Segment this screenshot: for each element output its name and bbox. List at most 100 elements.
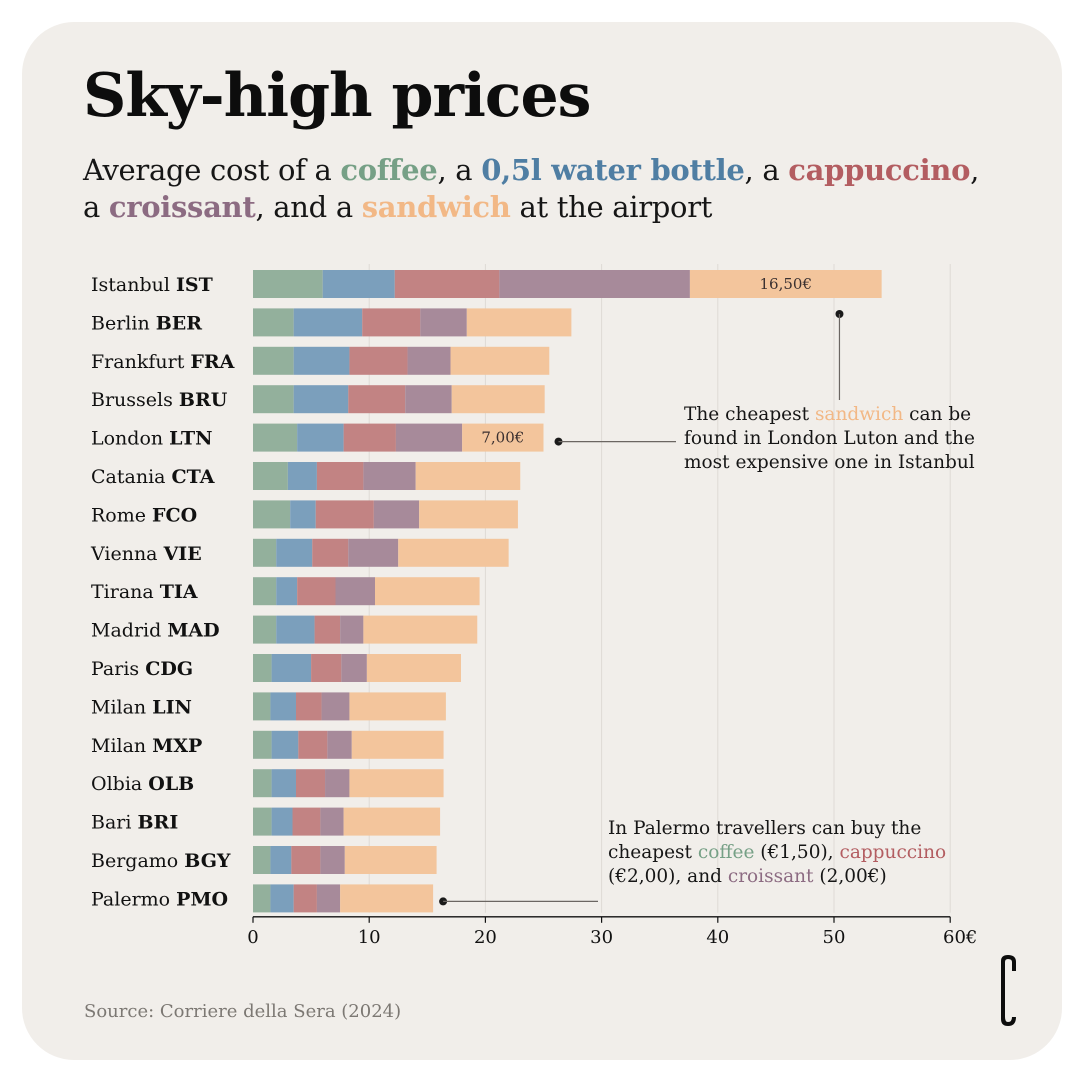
bar-segment-coffee [253,615,277,644]
x-tick-label: 20 [474,927,497,948]
bar-segment-water [293,308,363,337]
bar-segment-water [276,615,315,644]
bar-segment-sandwich [689,270,882,298]
row-label-code: PMO [176,888,228,910]
bar-segment-croissant [407,346,451,375]
row-label-code: MAD [167,620,219,642]
bar-segment-croissant [320,807,344,836]
bar-segment-croissant [420,308,467,337]
bar-segment-sandwich [462,423,544,452]
bar-segment-water [276,538,313,567]
row-label: Vienna VIE [90,543,202,565]
bar-segment-coffee [253,308,294,337]
bar-segment-sandwich [450,346,550,375]
row-label-city: Bari [91,812,138,834]
bar-segment-water [297,423,344,452]
legend-cappuccino: cappuccino [788,153,971,187]
bar-segment-croissant [373,500,420,529]
legend-water: 0,5l water bottle [481,153,745,187]
bar-segment-water [271,769,296,798]
bar-segment-croissant [341,654,367,682]
bar-segment-water [293,385,349,414]
note-text: In Palermo travellers can buy the cheape… [608,818,922,863]
bar-segment-cappuccino [311,654,342,682]
row-label-city: Berlin [91,312,156,334]
bar-segment-sandwich [466,308,572,337]
bar-segment-coffee [253,692,271,721]
bar-segment-sandwich [451,385,545,414]
row-label: Olbia OLB [91,773,194,795]
bar-segment-coffee [253,577,277,606]
data-labels: 16,50€ 7,00€ [481,275,812,447]
bar-segment-croissant [327,730,352,759]
bar-segment-coffee [253,270,323,298]
bar-segment-water [271,807,293,836]
row-label: Istanbul IST [91,274,213,296]
data-label: 7,00€ [481,429,524,447]
row-labels: Istanbul IST Berlin BER Frankfurt FRA Bruss… [90,274,235,910]
row-label: Berlin BER [91,312,202,334]
legend-coffee: coffee [340,153,438,187]
bar-segment-coffee [253,807,272,836]
row-label: Bari BRI [91,812,178,834]
bar-segment-cappuccino [295,769,326,798]
row-label-city: Vienna [90,543,164,565]
bar-segment-cappuccino [312,538,349,567]
row-label-city: Istanbul [91,274,176,296]
row-label-city: Frankfurt [91,351,190,373]
row-label-city: London [91,428,169,450]
row-label-city: Olbia [91,773,148,795]
row-label: Madrid MAD [91,620,220,642]
bar-segment-sandwich [375,577,480,606]
bar-segment-water [322,270,395,298]
annotation-palermo: In Palermo travellers can buy the cheape… [608,817,948,889]
page-title: Sky-high prices [83,61,591,131]
row-label-code: CDG [145,658,193,680]
note-text: The cheapest [684,404,815,425]
bar-segment-sandwich [340,884,434,913]
row-label: Paris CDG [91,658,193,680]
row-label-code: BER [156,312,203,334]
bar-segment-coffee [253,769,272,798]
note-highlight-cappuccino: cappuccino [839,842,947,863]
legend-croissant: croissant [108,190,256,224]
row-label-code: FRA [190,351,234,373]
source-note: Source: Corriere della Sera (2024) [84,1001,402,1022]
subtitle-text: , and a [255,190,362,224]
row-label-city: Catania [91,466,172,488]
subtitle-text: , [970,153,980,187]
note-text: (€2,00), and [608,866,728,887]
bar-segment-water [271,654,312,682]
bar-segment-sandwich [349,692,446,721]
row-label-city: Milan [91,696,152,718]
bar-segment-croissant [363,462,416,490]
bar-segment-sandwich [398,538,509,567]
bar-segment-coffee [253,462,288,490]
x-tick-label: 60€ [943,927,977,948]
row-label: Palermo PMO [91,888,228,910]
row-label-code: TIA [160,581,198,603]
note-text: (2,00€) [813,866,887,887]
row-label: Milan MXP [91,735,202,757]
bar-segment-coffee [253,884,271,913]
row-label-city: Palermo [91,888,176,910]
x-axis: 0 10 20 30 40 50 60€ [247,916,977,948]
data-label: 16,50€ [760,275,813,293]
row-label-city: Madrid [91,620,167,642]
note-text: can be found in London Luton and the mos… [684,404,975,473]
bar-segment-croissant [348,538,399,567]
row-label-code: VIE [163,543,202,565]
row-label: Bergamo BGY [91,850,231,872]
bar-segment-water [271,730,299,759]
bar-segment-coffee [253,730,272,759]
row-label-code: BRU [179,389,228,411]
row-label: Rome FCO [91,504,197,526]
row-label-city: Rome [91,504,152,526]
bar-segment-coffee [253,385,294,414]
bar-segment-coffee [253,538,277,567]
bar-segment-sandwich [351,730,444,759]
bar-segment-sandwich [344,846,437,874]
row-label-code: CTA [172,466,215,488]
bar-segment-croissant [325,769,350,798]
